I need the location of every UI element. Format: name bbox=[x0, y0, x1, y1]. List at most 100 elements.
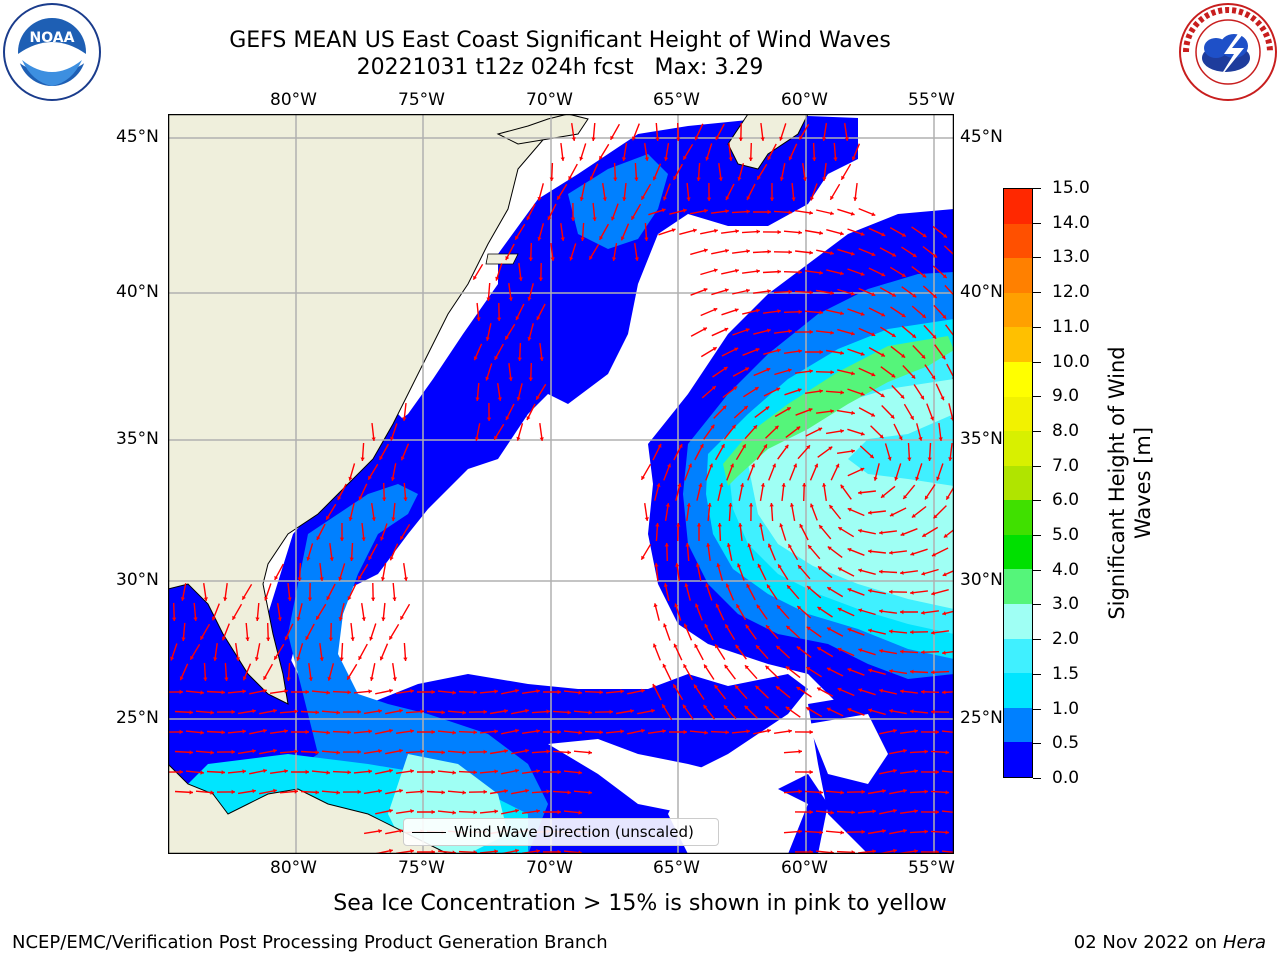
wave-direction-arrowhead bbox=[431, 809, 435, 815]
wave-direction-arrowhead bbox=[550, 257, 555, 261]
wave-direction-arrowhead bbox=[515, 235, 519, 240]
wave-direction-arrowhead bbox=[326, 730, 330, 735]
wave-direction-arrowhead bbox=[850, 211, 855, 216]
wave-direction-arrowhead bbox=[348, 517, 353, 521]
wave-direction-arrowhead bbox=[767, 289, 771, 294]
wave-direction-arrowhead bbox=[914, 769, 918, 774]
colorbar-tick-mark bbox=[1033, 778, 1041, 779]
wave-direction-arrowhead bbox=[744, 367, 749, 372]
colorbar-tick-mark bbox=[1033, 465, 1041, 467]
wave-direction-arrowhead bbox=[252, 709, 256, 714]
wave-direction-arrowhead bbox=[911, 334, 916, 338]
wave-direction-arrowhead bbox=[724, 327, 729, 332]
colorbar-tick-mark bbox=[1033, 361, 1041, 363]
wave-direction-arrowhead bbox=[526, 216, 531, 220]
wave-direction-arrowhead bbox=[868, 588, 872, 593]
wave-direction-arrowhead bbox=[891, 333, 896, 337]
wave-direction-arrowhead bbox=[528, 377, 533, 381]
lat-tick-right-40n: 40°N bbox=[960, 282, 1003, 302]
wave-direction-arrowhead bbox=[578, 810, 582, 815]
wave-direction-arrowhead bbox=[802, 483, 807, 487]
wave-direction-arrowhead bbox=[473, 356, 478, 361]
wave-direction-arrowhead bbox=[840, 830, 844, 835]
footer-system: Hera bbox=[1222, 932, 1266, 953]
wave-direction-arrowhead bbox=[733, 386, 738, 391]
wave-direction-arrowhead bbox=[755, 685, 760, 690]
wave-direction-arrowhead bbox=[715, 136, 720, 140]
wave-direction-arrowhead bbox=[462, 750, 466, 755]
wave-direction-arrowhead bbox=[935, 729, 939, 735]
wave-direction-arrowhead bbox=[663, 583, 668, 587]
wave-direction-arrowhead bbox=[948, 457, 953, 461]
wave-direction-arrowhead bbox=[400, 456, 405, 461]
wave-direction-arrowhead bbox=[851, 371, 855, 376]
wave-direction-arrowhead bbox=[819, 830, 823, 835]
wave-height-map bbox=[168, 114, 954, 854]
wave-direction-arrowhead bbox=[827, 627, 832, 632]
wave-direction-arrowhead bbox=[515, 768, 519, 773]
wave-direction-arrowhead bbox=[925, 495, 929, 500]
wave-direction-arrowhead bbox=[942, 572, 947, 577]
wave-direction-arrowhead bbox=[683, 623, 688, 628]
wave-direction-arrowhead bbox=[889, 589, 893, 594]
wave-direction-arrowhead bbox=[935, 769, 939, 775]
colorbar-segment bbox=[1004, 534, 1032, 570]
wave-direction-arrowhead bbox=[389, 768, 393, 773]
lat-tick-left-35n: 35°N bbox=[116, 429, 159, 449]
wave-direction-arrowhead bbox=[871, 252, 876, 257]
wave-direction-arrowhead bbox=[765, 665, 770, 670]
wave-direction-arrowhead bbox=[284, 769, 288, 774]
wave-direction-arrow bbox=[941, 850, 954, 854]
wave-direction-arrowhead bbox=[699, 444, 704, 448]
wave-direction-arrowhead bbox=[380, 536, 385, 541]
wave-direction-arrowhead bbox=[622, 197, 627, 201]
wave-direction-arrowhead bbox=[473, 275, 477, 280]
wave-direction-arrowhead bbox=[602, 197, 607, 201]
wave-direction-arrowhead bbox=[914, 809, 918, 814]
wave-direction-arrowhead bbox=[756, 269, 760, 274]
wave-direction-arrowhead bbox=[860, 311, 865, 316]
wave-direction-arrowhead bbox=[880, 393, 885, 397]
wave-direction-arrowhead bbox=[371, 517, 376, 521]
wave-direction-arrowhead bbox=[704, 208, 708, 213]
wave-direction-arrowhead bbox=[339, 657, 344, 661]
wave-direction-arrowhead bbox=[710, 424, 715, 429]
wave-direction-arrowhead bbox=[756, 645, 760, 650]
wave-direction-arrowhead bbox=[798, 270, 802, 275]
wave-direction-arrowhead bbox=[390, 477, 396, 481]
wave-direction-arrowhead bbox=[819, 389, 823, 394]
wave-direction-arrowhead bbox=[231, 749, 235, 755]
wave-direction-arrowhead bbox=[806, 626, 811, 631]
wave-direction-arrowhead bbox=[683, 664, 688, 669]
wave-direction-arrowhead bbox=[578, 690, 582, 695]
wave-direction-arrowhead bbox=[879, 648, 883, 654]
wave-direction-arrowhead bbox=[830, 370, 834, 375]
wave-direction-arrowhead bbox=[830, 251, 834, 256]
wave-direction-arrowhead bbox=[634, 257, 639, 261]
wave-direction-arrowhead bbox=[715, 603, 720, 608]
wave-direction-arrowhead bbox=[873, 476, 878, 481]
wave-direction-arrowhead bbox=[819, 310, 823, 315]
wave-direction-arrowhead bbox=[308, 677, 313, 681]
wave-direction-arrowhead bbox=[828, 446, 833, 451]
wave-direction-arrowhead bbox=[294, 709, 298, 714]
lon-tick-bottom-60w: 60°W bbox=[781, 858, 828, 878]
wave-direction-arrowhead bbox=[777, 229, 781, 235]
wave-direction-arrowhead bbox=[767, 209, 771, 215]
wave-direction-arrowhead bbox=[170, 656, 175, 661]
wave-direction-arrowhead bbox=[868, 549, 872, 554]
wave-direction-arrowhead bbox=[766, 625, 770, 630]
wave-direction-arrowhead bbox=[336, 710, 340, 715]
wave-direction-arrowhead bbox=[767, 543, 772, 548]
wave-direction-arrowhead bbox=[494, 729, 498, 734]
colorbar-segment bbox=[1004, 292, 1032, 328]
wave-direction-arrowhead bbox=[527, 296, 532, 301]
wave-direction-arrowhead bbox=[662, 704, 666, 709]
wave-direction-arrowhead bbox=[515, 848, 519, 853]
wave-direction-arrowhead bbox=[297, 577, 302, 581]
wave-direction-arrow bbox=[943, 245, 954, 256]
wave-direction-arrowhead bbox=[871, 332, 876, 337]
wave-direction-arrowhead bbox=[747, 543, 752, 548]
wave-direction-arrowhead bbox=[567, 710, 571, 715]
wave-direction-arrowhead bbox=[326, 596, 331, 600]
